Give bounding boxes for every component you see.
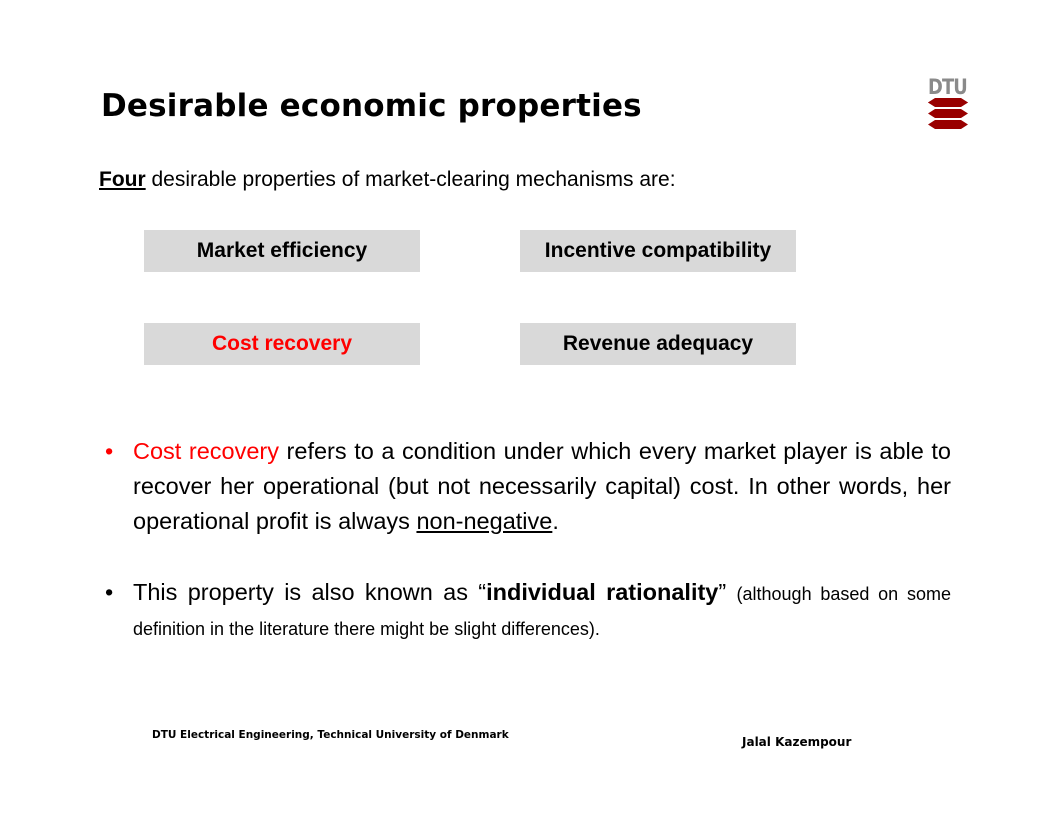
bullet-marker: •: [105, 438, 114, 464]
dtu-logo-text: DTU: [928, 75, 968, 99]
property-box-cost-recovery: Cost recovery: [144, 323, 420, 365]
bullet-individual-rationality: • This property is also known as “indivi…: [105, 575, 951, 645]
bullet-term: Cost recovery: [133, 438, 279, 464]
bullet-text: refers to a condition under which every …: [133, 438, 951, 534]
intro-emphasis: Four: [99, 168, 146, 191]
bullet-list: • Cost recovery refers to a condition un…: [105, 434, 951, 681]
property-label: Incentive compatibility: [544, 239, 772, 262]
property-box-incentive-compatibility: Incentive compatibility: [520, 230, 796, 272]
dtu-logo: DTU: [928, 76, 968, 137]
property-label: Revenue adequacy: [562, 332, 754, 355]
footer-institution: DTU Electrical Engineering, Technical Un…: [152, 729, 509, 741]
bullet-cost-recovery: • Cost recovery refers to a condition un…: [105, 434, 951, 539]
property-box-revenue-adequacy: Revenue adequacy: [520, 323, 796, 365]
slide-title: Desirable economic properties: [101, 88, 642, 124]
dtu-logo-mark-icon: [928, 98, 968, 129]
bullet-bold: individual rationality: [486, 579, 719, 605]
bullet-text: ”: [718, 579, 737, 605]
footer-author: Jalal Kazempour: [742, 735, 852, 749]
bullet-underlined: non-negative: [416, 508, 553, 534]
intro-rest: desirable properties of market-clearing …: [145, 168, 676, 191]
property-box-market-efficiency: Market efficiency: [144, 230, 420, 272]
intro-text: Four desirable properties of market-clea…: [99, 168, 676, 192]
property-label-highlighted: Cost recovery: [211, 332, 353, 355]
bullet-text: This property is also known as “: [133, 579, 487, 605]
bullet-marker: •: [105, 579, 114, 605]
bullet-text-end: .: [552, 508, 559, 534]
bullet-small-note: (although based on some definition in th…: [133, 584, 951, 639]
property-label: Market efficiency: [196, 239, 368, 262]
